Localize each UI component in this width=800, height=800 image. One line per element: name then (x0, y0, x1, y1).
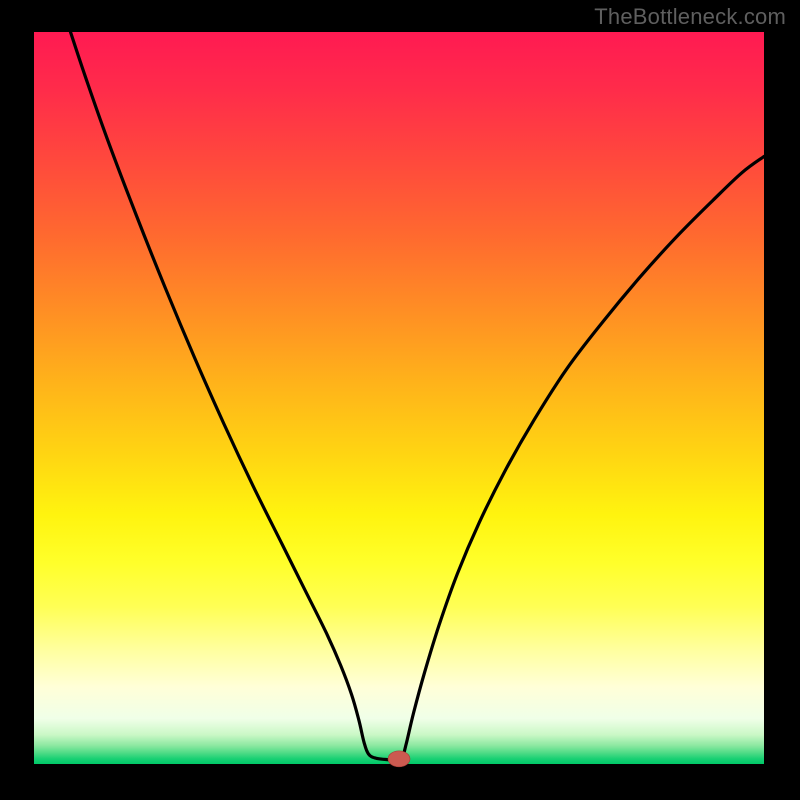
watermark-text: TheBottleneck.com (594, 4, 786, 30)
plot-background (34, 32, 764, 764)
optimal-point-marker (388, 751, 410, 767)
bottleneck-chart (0, 0, 800, 800)
